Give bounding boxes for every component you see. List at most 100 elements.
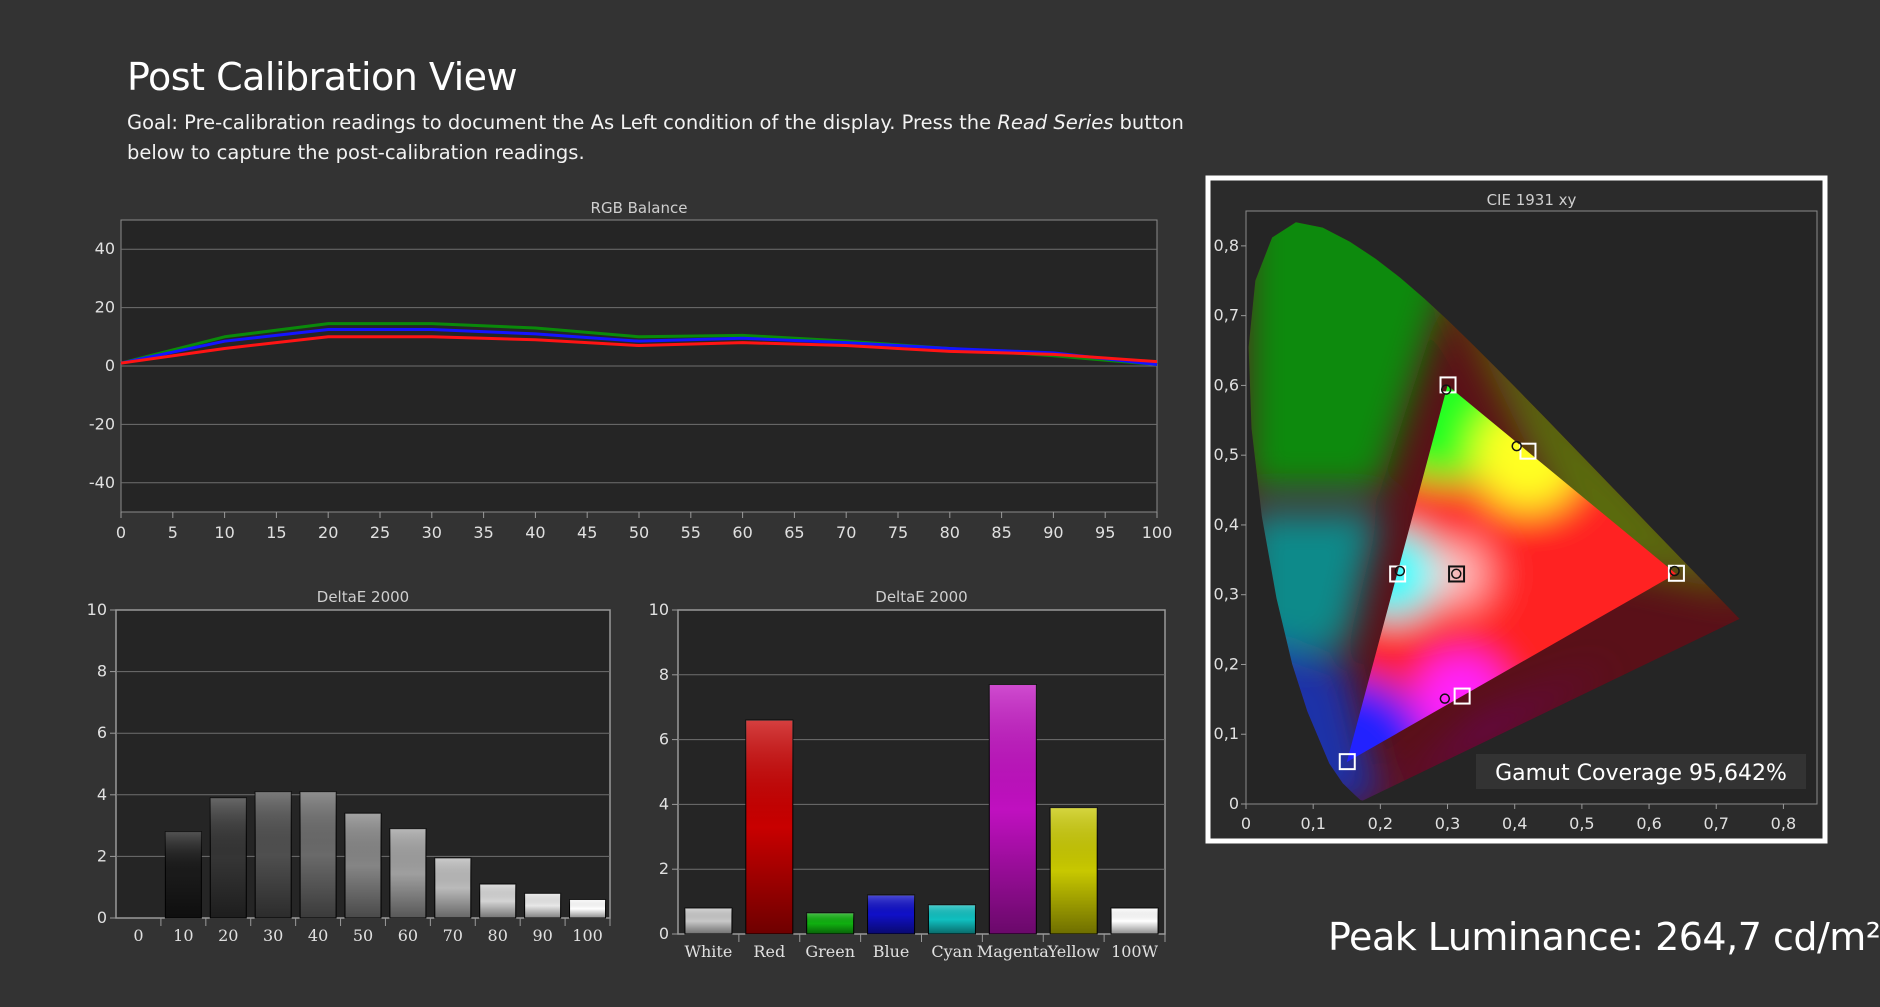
deltae-color-y-tick-label: 2	[659, 859, 669, 878]
cie-x-tick-label: 0,7	[1704, 814, 1729, 833]
deltae-gray-bar-shade	[255, 791, 292, 918]
deltae-gray-bar-shade	[479, 884, 516, 918]
cie-target-marker	[1338, 753, 1356, 771]
peak-luminance: Peak Luminance: 264,7 cd/m²	[1328, 915, 1880, 959]
cie-title: CIE 1931 xy	[1487, 191, 1577, 209]
rgb-x-tick-label: 50	[629, 523, 649, 542]
cie-y-tick-label: 0,6	[1214, 375, 1239, 394]
cie-x-tick-label: 0,4	[1502, 814, 1527, 833]
rgb-x-tick-label: 15	[266, 523, 286, 542]
deltae-color-y-tick-label: 6	[659, 730, 669, 749]
deltae-color-x-tick-label: Blue	[873, 942, 910, 961]
deltae-color-bar-shade	[1111, 908, 1159, 934]
deltae-gray-bar-shade	[389, 828, 426, 918]
deltae-color-bar-shade	[745, 720, 793, 934]
rgb-x-tick-label: 20	[318, 523, 338, 542]
rgb-y-tick-label: 20	[95, 298, 115, 317]
deltae-color-x-tick-label: Red	[753, 942, 785, 961]
rgb-x-tick-label: 90	[1043, 523, 1063, 542]
deltae-gray-x-tick-label: 30	[263, 926, 283, 945]
deltae-gray-y-tick-label: 2	[97, 846, 107, 865]
cie-x-tick-label: 0	[1241, 814, 1251, 833]
rgb-x-tick-label: 25	[370, 523, 390, 542]
rgb-x-tick-label: 35	[473, 523, 493, 542]
cie-1931-chart: CIE 1931 xy 0,8 0,7 0,6 0,5 0,4 0,3 0,2 0,1 00 0,1…	[1205, 175, 1828, 844]
cie-measured-marker	[1440, 384, 1452, 395]
deltae-color-title: DeltaE 2000	[875, 588, 967, 606]
goal-suffix: button below to capture the post-calibra…	[127, 111, 1184, 164]
goal-prefix: Goal: Pre-calibration readings to docume…	[127, 111, 998, 134]
cie-measured-marker	[1439, 693, 1451, 704]
cie-x-tick-label: 0,2	[1368, 814, 1393, 833]
rgb-x-tick-label: 30	[422, 523, 442, 542]
deltae-color-y-tick-label: 10	[649, 600, 669, 619]
deltae-gray-bar-shade	[569, 899, 606, 918]
cie-target-marker	[1667, 564, 1685, 582]
deltae-color-bar-shade	[989, 684, 1037, 934]
deltae-color-bar-shade	[806, 912, 854, 934]
cie-x-tick-label: 0,1	[1300, 814, 1325, 833]
rgb-x-tick-label: 55	[681, 523, 701, 542]
cie-target-marker	[1519, 442, 1537, 460]
deltae-gray-y-tick-label: 10	[87, 600, 107, 619]
rgb-x-tick-label: 100	[1142, 523, 1173, 542]
deltae-gray-x-tick-label: 20	[218, 926, 238, 945]
rgb-x-tick-label: 80	[940, 523, 960, 542]
cie-x-tick-label: 0,8	[1771, 814, 1796, 833]
rgb-x-tick-label: 0	[116, 523, 126, 542]
deltae-gray-x-tick-label: 10	[173, 926, 193, 945]
deltae-gray-bar-shade	[210, 797, 247, 918]
deltae-gray-bar-shade	[165, 831, 202, 918]
rgb-x-tick-label: 75	[888, 523, 908, 542]
rgb-x-tick-label: 95	[1095, 523, 1115, 542]
deltae-gray-x-tick-label: 80	[488, 926, 508, 945]
deltae-color-x-tick-label: Green	[805, 942, 855, 961]
deltae-gray-y-tick-label: 8	[97, 662, 107, 681]
rgb-y-tick-label: -20	[89, 414, 115, 433]
deltae-color-x-tick-label: 100W	[1111, 942, 1159, 961]
deltae-color-x-tick-label: White	[685, 942, 733, 961]
deltae-color-x-tick-label: Yellow	[1047, 942, 1101, 961]
deltae-color-x-tick-label: Cyan	[931, 942, 972, 961]
deltae-gray-x-tick-label: 60	[398, 926, 418, 945]
cie-y-tick-label: 0,3	[1214, 585, 1239, 604]
deltae-color-bar-shade	[867, 895, 915, 934]
cie-gamut-blue	[1346, 677, 1432, 763]
cie-target-marker	[1453, 687, 1471, 705]
deltae-color-bar-shade	[684, 908, 732, 934]
deltae-gray-bar-shade	[345, 813, 381, 918]
rgb-x-tick-label: 5	[168, 523, 178, 542]
rgb-x-tick-label: 40	[525, 523, 545, 542]
deltae-color-y-tick-label: 8	[659, 665, 669, 684]
read-series-emphasis: Read Series	[997, 111, 1114, 134]
rgb-series-line-1	[120, 328, 1158, 367]
deltae-color-bar-shade	[1050, 807, 1098, 934]
deltae-gray-bar-shade	[434, 857, 471, 918]
deltae-gray-y-tick-label: 0	[97, 908, 107, 927]
deltae-gray-x-tick-label: 70	[443, 926, 463, 945]
cie-y-tick-label: 0,7	[1214, 306, 1239, 325]
goal-text: Goal: Pre-calibration readings to docume…	[127, 108, 1247, 168]
cie-gamut-white	[1404, 521, 1509, 626]
rgb-balance-chart: RGB Balance 40 20 0 -20 -40 0 5 10 15 20 25 30 35 40 45…	[89, 199, 1172, 542]
rgb-y-tick-label: 40	[95, 239, 115, 258]
cie-measured-marker	[1451, 568, 1462, 580]
rgb-x-tick-label: 70	[836, 523, 856, 542]
rgb-x-tick-label: 85	[991, 523, 1011, 542]
cie-y-tick-label: 0,5	[1214, 445, 1239, 464]
cie-target-marker	[1448, 565, 1466, 583]
rgb-x-tick-label: 65	[784, 523, 804, 542]
cie-x-tick-label: 0,6	[1636, 814, 1661, 833]
rgb-chart-title: RGB Balance	[591, 199, 688, 217]
deltae-gray-x-tick-label: 90	[532, 926, 552, 945]
deltae-colors-chart: DeltaE 2000 10 8 6 4 2 0 White Red Green Blue Cyan M…	[649, 588, 1166, 961]
rgb-x-tick-label: 10	[214, 523, 234, 542]
cie-target-marker	[1439, 376, 1457, 394]
cie-x-tick-label: 0,5	[1569, 814, 1594, 833]
deltae-color-bar-shade	[928, 904, 976, 934]
cie-y-tick-label: 0	[1229, 794, 1239, 813]
cie-measured-marker	[1394, 565, 1406, 577]
deltae-gray-y-tick-label: 6	[97, 723, 107, 742]
deltae-color-y-tick-label: 0	[659, 924, 669, 943]
